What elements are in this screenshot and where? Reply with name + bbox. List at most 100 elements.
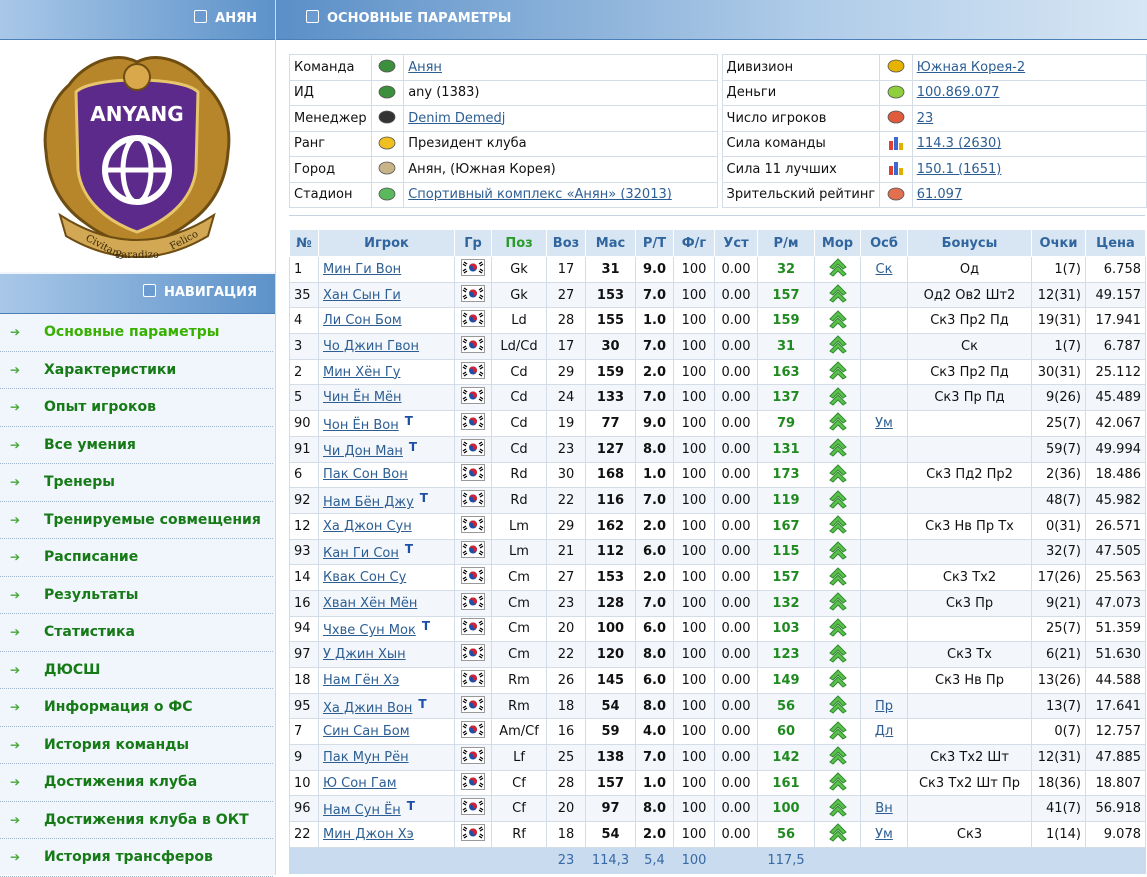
player-name[interactable]: Нам Бён Джу bbox=[323, 495, 414, 511]
nav-item[interactable]: История трансферов bbox=[0, 839, 273, 877]
player-name[interactable]: Хван Хён Мён bbox=[323, 595, 418, 611]
info-value[interactable]: Южная Корея-2 bbox=[916, 59, 1026, 75]
flag bbox=[461, 515, 485, 533]
player-name[interactable]: Нам Гён Хэ bbox=[323, 672, 400, 688]
nav-item[interactable]: История команды bbox=[0, 727, 273, 764]
nav-item[interactable]: ДЮСШ bbox=[0, 652, 273, 689]
player-name[interactable]: Чон Ён Вон bbox=[323, 417, 399, 433]
nav-item[interactable]: Достижения клуба bbox=[0, 764, 273, 802]
flag-cell bbox=[454, 307, 492, 335]
info-value[interactable]: Denim Demedj bbox=[408, 110, 506, 126]
player-name[interactable]: Кан Ги Сон bbox=[323, 546, 399, 562]
player-name[interactable]: Чин Ён Мён bbox=[323, 390, 402, 406]
player-name[interactable]: Ха Джин Вон bbox=[323, 700, 413, 716]
nav-item[interactable]: Тренеры bbox=[0, 464, 273, 502]
nav-item[interactable]: Достижения клуба в ОКТ bbox=[0, 802, 273, 839]
player-name[interactable]: Пак Сон Вон bbox=[323, 467, 408, 483]
pts-cell: 12(31) bbox=[1031, 744, 1086, 771]
morale-icon bbox=[828, 772, 847, 791]
shield bbox=[74, 78, 200, 234]
flag bbox=[461, 438, 485, 456]
info-icon-cell bbox=[370, 130, 405, 157]
nav-item[interactable]: Все умения bbox=[0, 427, 273, 464]
player-name[interactable]: Квак Сон Су bbox=[323, 570, 407, 586]
player-name[interactable]: Мин Хён Гу bbox=[323, 364, 401, 380]
fg-cell: 100 bbox=[673, 410, 715, 437]
player-name[interactable]: Хан Сын Ги bbox=[323, 287, 401, 303]
morale-cell bbox=[814, 769, 861, 797]
rm-cell: 119 bbox=[757, 487, 815, 514]
special[interactable]: Ум bbox=[875, 826, 893, 842]
player-name[interactable]: Нам Сун Ён bbox=[323, 803, 401, 819]
player-name[interactable]: Чи Дон Ман bbox=[323, 443, 403, 459]
info-value[interactable]: 114.3 (2630) bbox=[916, 136, 1002, 152]
chevron bbox=[828, 515, 847, 527]
num-cell: 14 bbox=[289, 564, 319, 591]
bonus-cell bbox=[907, 718, 1032, 746]
player-name[interactable]: Чо Джин Гвон bbox=[323, 338, 419, 354]
pos-cell: Cd bbox=[491, 435, 547, 463]
info-value[interactable]: 100.869.077 bbox=[916, 85, 1000, 101]
icon-part bbox=[379, 110, 396, 124]
num-cell: 35 bbox=[289, 281, 319, 309]
special[interactable]: Ум bbox=[875, 415, 893, 431]
player-tag: T bbox=[421, 619, 431, 634]
fg-cell: 100 bbox=[673, 256, 715, 283]
player-name[interactable]: У Джин Хын bbox=[323, 647, 406, 663]
rt-cell: 7.0 bbox=[635, 333, 674, 360]
player-name[interactable]: Ли Сон Бом bbox=[323, 313, 402, 329]
player-row: 12 Ха Джон Сун Lm 29 162 2.0 100 0.00 167 Ск3 Нв … bbox=[289, 512, 1146, 540]
num-cell: 94 bbox=[289, 615, 319, 643]
special[interactable]: Вн bbox=[875, 801, 893, 817]
chevron bbox=[828, 387, 847, 399]
num-cell: 93 bbox=[289, 538, 319, 566]
nav-item[interactable]: Расписание bbox=[0, 539, 273, 577]
special[interactable]: Дл bbox=[874, 724, 894, 740]
price-cell: 45.489 bbox=[1085, 384, 1146, 412]
flag bbox=[461, 284, 485, 302]
mas-cell: 155 bbox=[585, 307, 636, 335]
player-name[interactable]: Син Сан Бом bbox=[323, 724, 410, 740]
info-value[interactable]: Анян bbox=[408, 59, 442, 75]
info-value[interactable]: 150.1 (1651) bbox=[916, 161, 1002, 177]
special[interactable]: Ск bbox=[875, 261, 893, 277]
nav-item[interactable]: Основные параметры bbox=[0, 314, 273, 352]
rm-cell: 56 bbox=[757, 692, 815, 720]
nav-item[interactable]: Тренируемые совмещения bbox=[0, 502, 273, 539]
info-value[interactable]: 23 bbox=[916, 110, 934, 126]
pts-cell: 48(7) bbox=[1031, 487, 1086, 514]
chevron bbox=[828, 419, 847, 432]
pos-cell: Gk bbox=[491, 256, 547, 283]
fg-cell: 100 bbox=[673, 512, 715, 540]
nav-item[interactable]: Статистика bbox=[0, 614, 273, 652]
num-cell: 2 bbox=[289, 358, 319, 386]
pts-cell: 41(7) bbox=[1031, 795, 1086, 823]
info-value[interactable]: Спортивный комплекс «Анян» (32013) bbox=[408, 187, 672, 203]
player-name[interactable]: Ха Джон Сун bbox=[323, 518, 412, 534]
age-cell: 29 bbox=[546, 512, 586, 540]
mas-cell: 54 bbox=[585, 821, 636, 848]
player-name[interactable]: Мин Джон Хэ bbox=[323, 826, 414, 842]
player-name[interactable]: Пак Мун Рён bbox=[323, 749, 409, 765]
player-name[interactable]: Чхве Сун Мок bbox=[323, 623, 416, 639]
player-name[interactable]: Мин Ги Вон bbox=[323, 261, 402, 277]
nav-item[interactable]: Информация о ФС bbox=[0, 689, 273, 727]
nav-item[interactable]: Характеристики bbox=[0, 352, 273, 389]
nav-item[interactable]: Результаты bbox=[0, 577, 273, 614]
special[interactable]: Пр bbox=[874, 698, 894, 714]
flag bbox=[461, 412, 485, 430]
fg-cell: 100 bbox=[673, 692, 715, 720]
player-name[interactable]: Ю Сон Гам bbox=[323, 775, 397, 791]
rt-cell: 6.0 bbox=[635, 667, 674, 694]
osb-cell bbox=[860, 384, 908, 412]
nav-item[interactable]: Опыт игроков bbox=[0, 389, 273, 427]
info-value[interactable]: 61.097 bbox=[916, 187, 963, 203]
mas-cell: 116 bbox=[585, 487, 636, 514]
flag-trigrams bbox=[462, 620, 484, 634]
total-cell bbox=[860, 846, 908, 874]
info-value-cell: 61.097 bbox=[911, 181, 1147, 208]
num-cell: 22 bbox=[289, 821, 319, 848]
age-cell: 23 bbox=[546, 435, 586, 463]
chevron bbox=[828, 772, 847, 784]
rt-cell: 2.0 bbox=[635, 358, 674, 386]
